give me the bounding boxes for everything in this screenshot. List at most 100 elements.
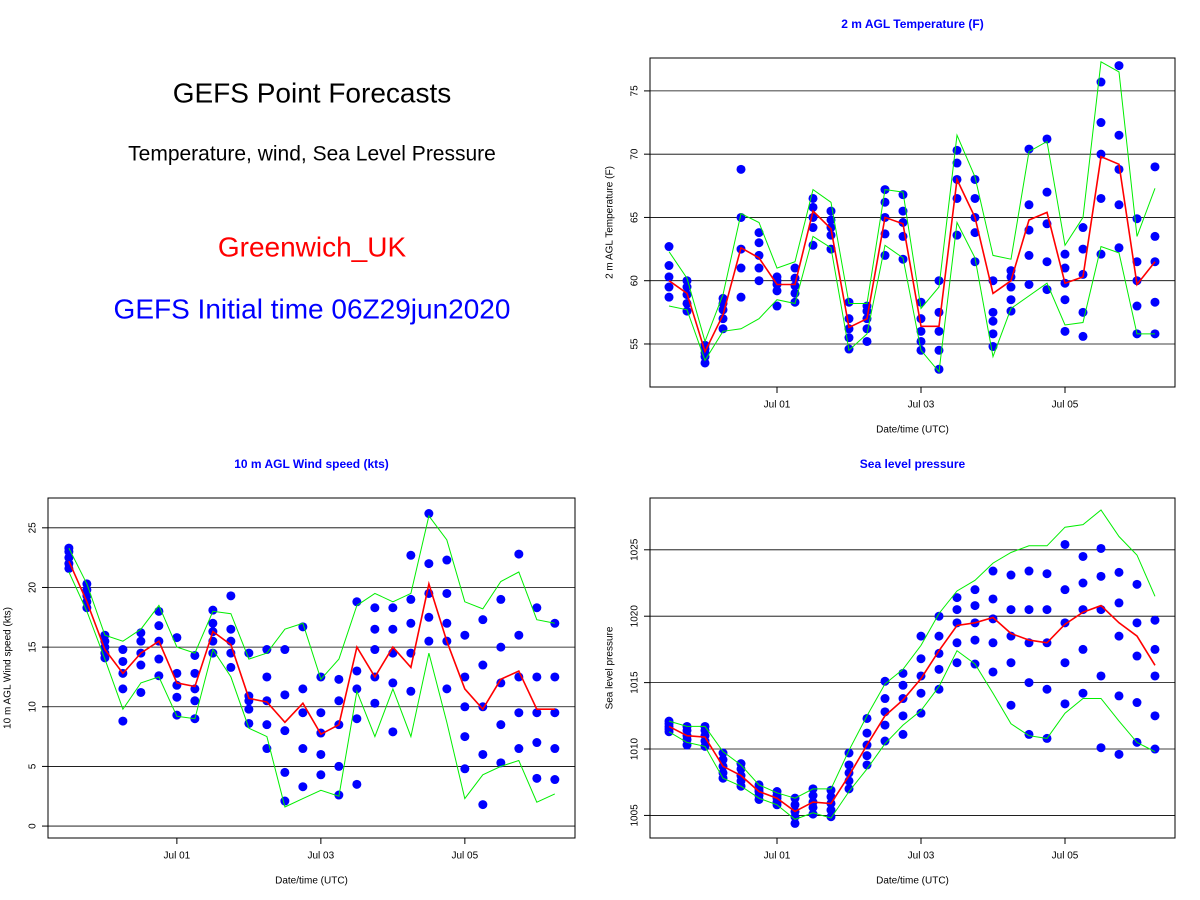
member-dot [172,692,182,702]
member-dot [1132,301,1142,311]
member-dot [1060,658,1070,668]
member-dot [280,645,290,655]
member-dot [118,716,128,726]
page-subtitle: Temperature, wind, Sea Level Pressure [128,143,496,166]
member-dot [1114,631,1124,641]
x-tick-label: Jul 03 [308,851,335,862]
member-dot [826,785,836,795]
x-tick-label: Jul 01 [164,851,191,862]
member-dot [862,760,872,770]
member-dot [754,250,764,260]
member-dot [280,767,290,777]
member-dot [226,624,236,634]
member-dot [1042,569,1052,579]
member-dot [316,770,326,780]
series-line [668,155,1156,354]
member-dot [442,618,452,628]
member-dot [664,261,674,271]
member-dot [1150,671,1160,681]
member-dot [1132,651,1142,661]
y-tick-label: 60 [630,275,641,287]
member-dot [1060,585,1070,595]
member-dot [898,729,908,739]
member-dot [496,594,506,604]
member-dot [1078,644,1088,654]
x-tick-label: Jul 05 [452,851,479,862]
member-dot [754,263,764,273]
member-dot [514,630,524,640]
member-dot [736,292,746,302]
y-tick-label: 1015 [630,671,641,694]
member-dot [460,764,470,774]
member-dot [988,342,998,352]
member-dot [898,668,908,678]
member-dot [1150,162,1160,172]
member-dot [880,676,890,686]
member-dot [154,671,164,681]
series-line [668,60,1156,343]
page-title: GEFS Point Forecasts [173,77,452,108]
member-dot [172,633,182,643]
member-dot [754,228,764,238]
member-dot [370,603,380,613]
member-dot [970,257,980,267]
y-tick-label: 0 [28,823,39,829]
series-line [668,649,1156,820]
member-dot [970,193,980,203]
y-axis-label: 2 m AGL Temperature (F) [605,166,616,279]
member-dot [352,779,362,789]
member-dot [1114,130,1124,140]
member-dot [226,591,236,601]
member-dot [1060,699,1070,709]
member-dot [916,631,926,641]
member-dot [736,164,746,174]
member-dot [880,197,890,207]
member-dot [1006,605,1016,615]
member-dot [532,738,542,748]
member-dot [352,684,362,694]
y-tick-label: 20 [28,581,39,593]
member-dot [898,711,908,721]
member-dot [934,276,944,286]
member-dot [988,638,998,648]
member-dot [664,272,674,282]
member-dot [244,648,254,658]
member-dot [388,624,398,634]
x-axis-label: Date/time (UTC) [876,425,949,436]
y-axis-label: Sea level pressure [605,626,616,709]
member-dot [1096,193,1106,203]
member-dot [262,696,272,706]
member-dot [208,648,218,658]
member-dot [988,594,998,604]
member-dot [532,672,542,682]
y-axis-label: 10 m AGL Wind speed (kts) [3,607,14,729]
member-dot [880,720,890,730]
member-dot [532,603,542,613]
member-dot [1150,744,1160,754]
member-dot [826,223,836,233]
member-dot [1114,598,1124,608]
member-dot [478,660,488,670]
member-dot [550,708,560,718]
member-dot [808,223,818,233]
member-dot [478,615,488,625]
member-dot [298,782,308,792]
member-dot [844,784,854,794]
member-dot [664,282,674,292]
member-dot [934,684,944,694]
x-tick-label: Jul 05 [1052,851,1079,862]
member-dot [424,559,434,569]
member-dot [952,605,962,615]
member-dot [424,636,434,646]
member-dot [880,736,890,746]
member-dot [118,656,128,666]
plot-frame [649,57,1176,388]
member-dot [1024,678,1034,688]
member-dot [1042,605,1052,615]
member-dot [970,228,980,238]
member-dot [478,800,488,810]
member-dot [790,281,800,291]
y-tick-label: 1010 [630,737,641,760]
member-dot [1114,749,1124,759]
member-dot [1042,134,1052,144]
